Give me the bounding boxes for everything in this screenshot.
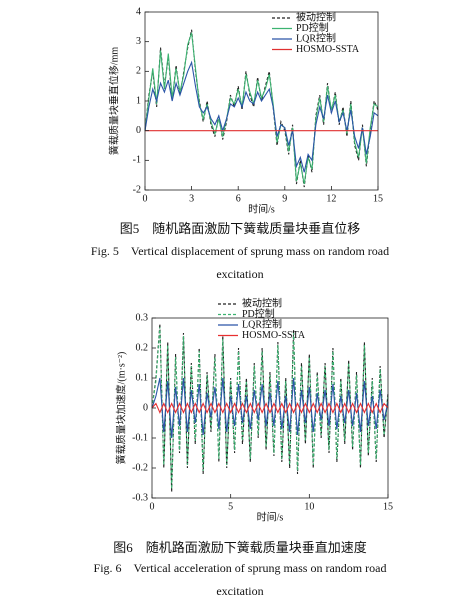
y-tick-label: -0.2 (132, 462, 148, 473)
legend-label: HOSMO-SSTA (242, 330, 306, 341)
x-tick-label: 15 (373, 193, 383, 204)
y-tick-label: 0 (143, 402, 148, 413)
x-tick-label: 0 (150, 501, 155, 512)
y-tick-label: 0.2 (136, 342, 149, 353)
x-tick-label: 15 (383, 501, 393, 512)
y-tick-label: 0.1 (136, 372, 149, 383)
series-line (144, 60, 379, 173)
series-line (151, 326, 389, 490)
plot-frame (151, 317, 389, 499)
y-tick-label: 2 (136, 66, 141, 77)
x-tick-label: 12 (326, 193, 336, 204)
caption-cn: 图5 随机路面激励下簧载质量块垂直位移 (119, 221, 361, 236)
y-tick-label: 0.3 (136, 312, 149, 323)
legend-label: 被动控制 (296, 10, 336, 23)
y-tick-label: 3 (136, 36, 141, 47)
y-tick-label: -0.1 (132, 432, 148, 443)
x-tick-label: 6 (236, 193, 241, 204)
legend-label: PD控制 (296, 21, 329, 34)
x-tick-label: 5 (228, 501, 233, 512)
x-tick-label: 9 (282, 193, 287, 204)
x-tick-label: 3 (189, 193, 194, 204)
legend-label: LQR控制 (242, 317, 282, 330)
y-axis-label: 簧载质量块垂直位移/mm (107, 47, 120, 156)
x-tick-label: 0 (143, 193, 148, 204)
x-axis-label: 时间/s (257, 510, 284, 523)
y-axis-label: 簧载质量块加速度/(m·s⁻²) (114, 352, 127, 465)
y-tick-label: -0.3 (132, 492, 148, 503)
legend-label: PD控制 (242, 307, 275, 320)
y-tick-label: -2 (133, 184, 141, 195)
caption-en: Fig. 6 Vertical acceleration of sprung m… (93, 561, 387, 598)
x-axis-label: 时间/s (248, 202, 275, 215)
legend-label: 被动控制 (242, 296, 282, 309)
caption-cn: 图6 随机路面激励下簧载质量块垂直加速度 (113, 540, 367, 555)
series-line (151, 323, 389, 493)
y-tick-label: 1 (136, 95, 141, 106)
legend-label: HOSMO-SSTA (296, 44, 360, 55)
y-tick-label: 4 (136, 6, 141, 17)
y-tick-label: 0 (136, 125, 141, 136)
series-line (151, 377, 389, 439)
caption-en: Fig. 5 Vertical displacement of sprung m… (90, 244, 390, 281)
series-line (144, 29, 379, 188)
legend-label: LQR控制 (296, 31, 336, 44)
y-tick-label: -1 (133, 155, 141, 166)
x-tick-label: 10 (304, 501, 314, 512)
series-line (151, 402, 389, 414)
